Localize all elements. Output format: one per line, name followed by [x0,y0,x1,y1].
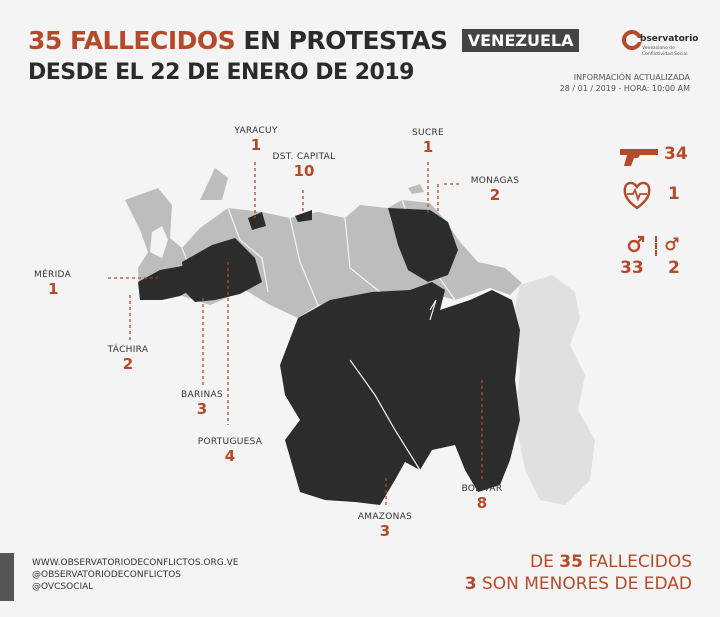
male-minor-icon [665,237,679,251]
state-label-amazonas: AMAZONAS 3 [357,512,413,540]
footer-links: WWW.OBSERVATORIODECONFLICTOS.ORG.VE @OBS… [32,557,238,593]
state-label-yaracuy: YARACUY 1 [234,126,278,154]
region-bolivar-amazonas [280,282,520,505]
ovcs-logo: bservatorio Venezolano de Conflictividad… [622,30,698,66]
state-label-sucre: SUCRE 1 [411,128,445,156]
gun-icon [620,149,658,166]
region-essequibo [510,275,595,505]
logo-mark-icon [622,30,642,50]
region-yaracuy [248,212,266,230]
update-label: INFORMACIÓN ACTUALIZADA [573,73,690,82]
region-sucre-monagas [388,208,458,282]
region-dst-capital [295,210,312,222]
state-label-tachira: TÁCHIRA 2 [107,345,149,373]
state-label-dst-capital: DST. CAPITAL 10 [272,152,336,180]
male-icon [627,235,645,253]
state-label-bolivar: BOLÍVAR 8 [461,484,503,512]
state-label-merida: MÉRIDA 1 [34,270,72,298]
gun-stat: 34 [664,144,688,164]
leader-lines [108,162,483,508]
summary-text: DE 35 FALLECIDOS 3 SON MENORES DE EDAD [464,552,692,594]
logo-name: bservatorio [640,34,699,44]
state-label-monagas: MONAGAS 2 [470,176,520,204]
footer-accent-bar [0,553,14,601]
lake-maracaibo [150,226,168,258]
logo-tagline: Venezolano de Conflictividad Social [642,46,688,57]
region-peninsula [200,168,228,200]
heart-stat: 1 [668,184,680,204]
subtitle: DESDE EL 22 DE ENERO DE 2019 [28,60,414,85]
region-barinas-portuguesa [182,238,262,302]
twitter-handle[interactable]: @OBSERVATORIODECONFLICTOS [32,570,182,580]
stat-divider [655,236,658,256]
update-datetime: 28 / 01 / 2019 - HORA: 10:00 AM [559,84,690,93]
region-island [408,184,424,194]
state-label-portuguesa: PORTUGUESA 4 [197,437,263,465]
country-tag: VENEZUELA [461,29,580,52]
adult-male-stat: 33 [620,258,644,278]
social-handle[interactable]: @OVCSOCIAL [32,582,94,592]
update-info: INFORMACIÓN ACTUALIZADA 28 / 01 / 2019 -… [560,72,690,94]
minor-male-stat: 2 [668,258,680,278]
website-link[interactable]: WWW.OBSERVATORIODECONFLICTOS.ORG.VE [32,558,239,568]
title-highlight: 35 FALLECIDOS [28,26,236,55]
main-title: 35 FALLECIDOS EN PROTESTAS VENEZUELA [28,26,580,55]
heart-icon [623,181,651,210]
title-rest: EN PROTESTAS [243,26,448,55]
state-label-barinas: BARINAS 3 [181,390,223,418]
